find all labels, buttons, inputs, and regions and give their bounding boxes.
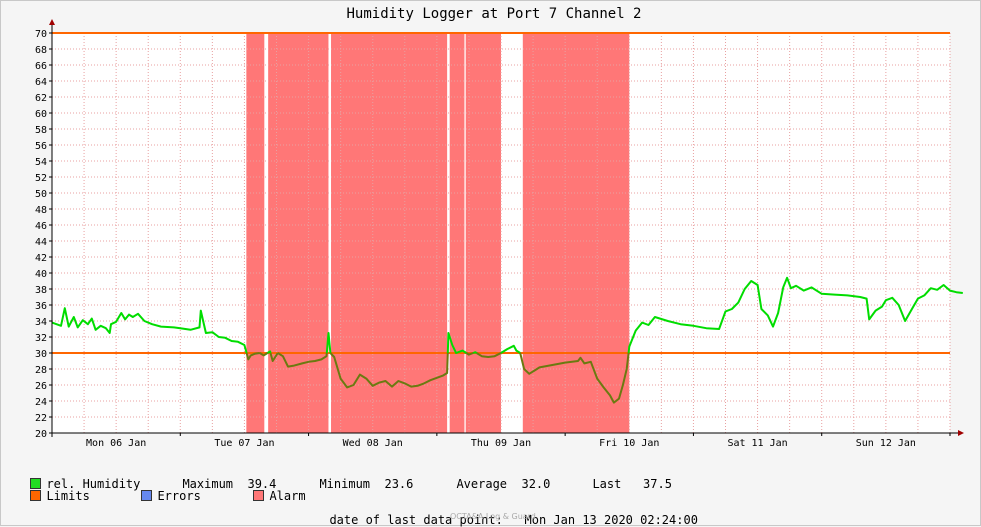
x-tick-label: Tue 07 Jan xyxy=(214,438,274,449)
y-tick-labels: 20 22 24 26 28 30 32 34 36 38 40 42 44 46 48 50 52 54 56 58… xyxy=(35,29,52,440)
y-tick-label: 44 xyxy=(35,237,47,248)
errors-label: Errors xyxy=(157,489,201,503)
limits-swatch xyxy=(30,490,42,501)
alarm-period-3 xyxy=(449,33,465,433)
alarm-period-4 xyxy=(465,33,501,433)
alarm-period-5 xyxy=(522,33,630,433)
y-tick-label: 56 xyxy=(35,141,47,152)
legend-limits: Limits xyxy=(16,475,90,503)
y-tick-label: 48 xyxy=(35,205,47,216)
series-line-normal xyxy=(627,276,963,354)
alarm-period-0 xyxy=(246,33,265,433)
legend-humidity: rel. Humidity xyxy=(16,463,140,491)
y-tick-label: 26 xyxy=(35,381,47,392)
x-tick-label: Sat 11 Jan xyxy=(727,438,787,449)
x-tick-label: Thu 09 Jan xyxy=(471,438,531,449)
alarm-period-1 xyxy=(268,33,329,433)
maximum-label: Maximum xyxy=(182,477,234,491)
y-tick-label: 52 xyxy=(35,173,47,184)
y-tick-label: 64 xyxy=(35,77,47,88)
series-line-alarm xyxy=(245,352,260,361)
series-line-normal xyxy=(325,332,332,354)
series-line-alarm xyxy=(465,352,474,356)
series-line-alarm xyxy=(277,352,328,368)
series-line-alarm xyxy=(269,352,279,362)
series-line-alarm xyxy=(329,352,449,389)
y-tick-label: 58 xyxy=(35,125,47,136)
alarm-swatch xyxy=(253,490,265,501)
y-tick-label: 62 xyxy=(35,93,47,104)
stat-minimum: Minimum 23.6 xyxy=(305,463,413,491)
series-line-alarm xyxy=(259,352,269,357)
x-axis-arrow-icon xyxy=(958,430,964,436)
y-tick-label: 22 xyxy=(35,413,47,424)
alarm-period-2 xyxy=(331,33,448,433)
average-label: Average xyxy=(456,477,508,491)
humidity-swatch xyxy=(30,478,42,489)
y-tick-label: 50 xyxy=(35,189,47,200)
y-tick-label: 34 xyxy=(35,317,47,328)
series-line-normal xyxy=(472,351,478,354)
minimum-value: 23.6 xyxy=(384,477,414,491)
y-tick-label: 70 xyxy=(35,29,47,40)
y-tick-label: 46 xyxy=(35,221,47,232)
limits-label: Limits xyxy=(46,489,90,503)
y-tick-label: 40 xyxy=(35,269,47,280)
alarm-label: Alarm xyxy=(269,489,306,503)
y-tick-label: 36 xyxy=(35,301,47,312)
y-tick-label: 66 xyxy=(35,61,47,72)
humidity-series xyxy=(51,276,963,404)
y-tick-label: 28 xyxy=(35,365,47,376)
series-line-alarm xyxy=(476,352,502,358)
last-data-point: date of last data point: Mon Jan 13 2020… xyxy=(315,499,698,527)
y-tick-label: 32 xyxy=(35,333,47,344)
x-tick-label: Sun 12 Jan xyxy=(856,438,916,449)
average-value: 32.0 xyxy=(521,477,551,491)
axes xyxy=(49,19,964,437)
y-tick-label: 24 xyxy=(35,397,47,408)
series-line-normal xyxy=(51,307,248,354)
last-point-label: date of last data point: xyxy=(329,513,503,527)
y-tick-label: 42 xyxy=(35,253,47,264)
y-tick-label: 54 xyxy=(35,157,47,168)
stat-last: Last 37.5 xyxy=(578,463,672,491)
legend-errors: Errors xyxy=(127,475,201,503)
x-tick-label: Wed 08 Jan xyxy=(343,438,403,449)
y-tick-label: 20 xyxy=(35,429,47,440)
legend-alarm: Alarm xyxy=(239,475,306,503)
y-axis-arrow-icon xyxy=(49,19,55,25)
y-tick-label: 68 xyxy=(35,45,47,56)
last-value: 37.5 xyxy=(643,477,672,491)
alarm-periods xyxy=(246,33,630,433)
x-tick-label: Mon 06 Jan xyxy=(86,438,146,449)
last-label: Last xyxy=(592,477,622,491)
series-line-normal xyxy=(446,332,467,354)
minimum-label: Minimum xyxy=(319,477,371,491)
stat-average: Average 32.0 xyxy=(442,463,550,491)
watermark: OCTA&A Log & Guard xyxy=(450,512,536,521)
y-tick-label: 60 xyxy=(35,109,47,120)
errors-swatch xyxy=(141,490,153,501)
last-point-value: Mon Jan 13 2020 02:24:00 xyxy=(524,513,698,527)
y-tick-label: 38 xyxy=(35,285,47,296)
y-tick-label: 30 xyxy=(35,349,47,360)
grid-lines xyxy=(51,32,951,434)
series-line-normal xyxy=(266,350,272,354)
maximum-value: 39.4 xyxy=(247,477,277,491)
x-tick-label: Fri 10 Jan xyxy=(599,438,659,449)
humidity-chart: Humidity Logger at Port 7 Channel 2 20 22… xyxy=(35,6,964,449)
humidity-label: rel. Humidity xyxy=(46,477,141,491)
series-line-normal xyxy=(500,344,521,354)
stat-maximum: Maximum 39.4 xyxy=(168,463,276,491)
chart-title: Humidity Logger at Port 7 Channel 2 xyxy=(346,6,641,22)
series-line-alarm xyxy=(519,352,630,404)
x-tick-labels: Mon 06 Jan Tue 07 Jan Wed 08 Jan Thu 09 Jan… xyxy=(51,433,951,449)
